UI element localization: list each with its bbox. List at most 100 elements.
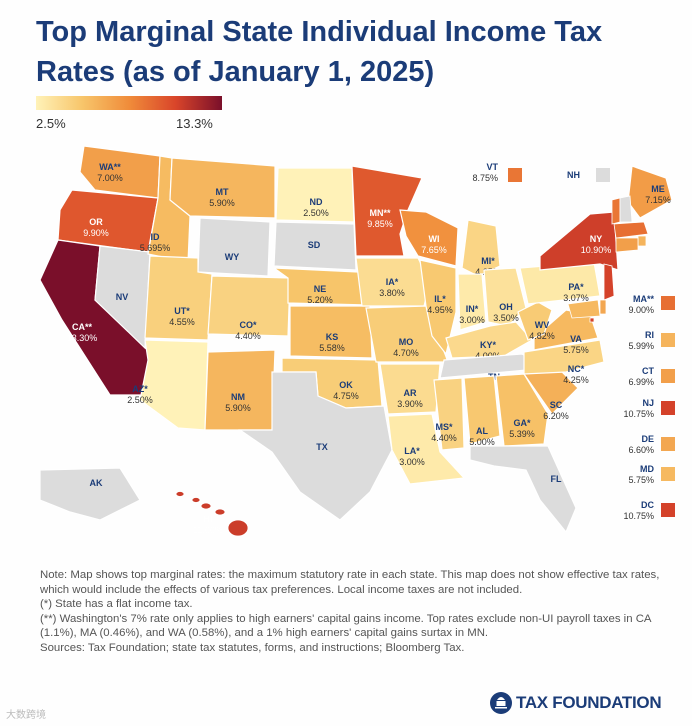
state-hi-island-shape: [175, 491, 185, 497]
legend-swatch-de: [661, 437, 675, 451]
state-ne-shape: [271, 267, 369, 306]
state-ak-shape: [39, 467, 141, 521]
state-ms-shape: [433, 377, 465, 451]
northeast-state-de: DE6.60%: [599, 299, 675, 455]
state-rate: 3.00%: [399, 457, 425, 467]
state-rate: 5.90%: [225, 403, 251, 413]
state-ri-shape: [637, 235, 647, 247]
state-hi-island-shape: [200, 502, 212, 510]
state-label: NC*: [568, 364, 585, 374]
state-hi-island-shape: [214, 508, 226, 516]
state-rate: 3.00%: [459, 315, 485, 325]
state-label: MT: [216, 187, 229, 197]
state-rate: 5.90%: [209, 198, 235, 208]
state-rate: 3.90%: [397, 399, 423, 409]
state-label: OH: [499, 302, 513, 312]
state-ut: UT*4.55%: [144, 255, 213, 341]
state-rate: 5.58%: [319, 343, 345, 353]
state-nm: NM5.90%: [204, 349, 276, 431]
northeast-state-label: DE: [641, 434, 654, 444]
state-ar-shape: [379, 363, 441, 415]
state-rate: 4.40%: [235, 331, 261, 341]
state-ks: KS5.58%: [289, 305, 373, 359]
state-me: ME7.15%: [627, 165, 673, 219]
northeast-state-rate: 8.75%: [472, 173, 498, 183]
state-label: ME: [651, 184, 665, 194]
state-wv: WV4.82%: [517, 301, 555, 341]
state-label: NY: [590, 234, 603, 244]
northeast-state-nh: NH: [567, 168, 633, 223]
state-oh: OH3.50%: [483, 267, 527, 327]
state-ak: AK: [39, 467, 141, 521]
state-rate: 4.95%: [427, 305, 453, 315]
state-ne: NE5.20%: [271, 267, 369, 306]
legend-min-label: 2.5%: [36, 116, 66, 131]
northeast-state-label: VT: [486, 162, 498, 172]
state-ar: AR3.90%: [379, 363, 441, 415]
northeast-state-label: NJ: [642, 398, 654, 408]
northeast-state-ct: CT6.99%: [615, 237, 675, 387]
state-label: IL*: [434, 294, 446, 304]
state-rate: 5.695%: [140, 243, 171, 253]
northeast-state-label: MA**: [633, 294, 654, 304]
state-label: ND: [310, 197, 323, 207]
state-label: CO*: [239, 320, 257, 330]
state-label: KY*: [480, 340, 497, 350]
state-me-shape: [627, 165, 673, 219]
state-in: IN*3.00%: [457, 273, 487, 331]
state-label: IN*: [466, 304, 479, 314]
northeast-state-label: CT: [642, 366, 654, 376]
state-label: MI*: [481, 256, 495, 266]
state-la-shape: [387, 413, 466, 485]
state-ks-shape: [289, 305, 373, 359]
state-hi-island-shape: [227, 519, 249, 537]
state-rate: 6.20%: [543, 411, 569, 421]
state-co: CO*4.40%: [207, 275, 291, 341]
northeast-state-rate: 5.75%: [628, 475, 654, 485]
state-wi-shape: [399, 209, 459, 267]
state-label: FL: [551, 474, 562, 484]
state-rate: 9.90%: [83, 228, 109, 238]
state-wy: WY: [197, 217, 271, 277]
state-ga: GA*5.39%: [495, 373, 549, 447]
legend-swatch-nh: [596, 168, 610, 182]
state-nv: NV: [94, 245, 151, 350]
state-label: WV: [535, 320, 550, 330]
state-wi: WI7.65%: [399, 209, 459, 267]
state-ma-shape: [613, 221, 649, 239]
watermark-text: 大数跨境: [6, 710, 46, 721]
legend-swatch-md: [661, 467, 675, 481]
state-sd: SD: [273, 221, 357, 271]
state-sd-shape: [273, 221, 357, 271]
state-oh-shape: [483, 267, 527, 327]
legend-swatch-dc: [661, 503, 675, 517]
legend-swatch-ct: [661, 369, 675, 383]
legend-swatch-nj: [661, 401, 675, 415]
state-rate: 4.55%: [169, 317, 195, 327]
state-mi: MI*4.25%: [461, 219, 501, 277]
state-label: PA*: [568, 282, 584, 292]
state-tx: TX: [238, 371, 393, 521]
northeast-state-rate: 10.75%: [623, 511, 654, 521]
building-dome-icon: [490, 692, 512, 714]
state-nc-shape: [523, 339, 605, 375]
northeast-state-rate: 9.00%: [628, 305, 654, 315]
northeast-state-vt: VT8.75%: [472, 162, 621, 225]
state-mt-shape: [169, 157, 276, 219]
us-income-tax-map: WA**7.00%OR9.90%CA**13.30%NVID5.695%MT5.…: [39, 145, 675, 537]
exclusions-note: (**) Washington's 7% rate only applies t…: [40, 612, 651, 640]
state-az: AZ*2.50%: [127, 339, 209, 431]
state-label: ID: [151, 232, 161, 242]
state-label: NV: [116, 292, 129, 302]
state-ut-shape: [144, 255, 213, 341]
sources-note: Sources: Tax Foundation; state tax statu…: [40, 641, 465, 654]
page-title: Top Marginal State Individual Income Tax…: [36, 16, 603, 88]
state-nd: ND2.50%: [275, 167, 355, 223]
state-co-shape: [207, 275, 291, 337]
state-in-shape: [457, 273, 487, 331]
state-label: UT*: [174, 306, 190, 316]
state-ky: KY*4.00%: [445, 321, 533, 361]
legend-swatch-vt: [508, 168, 522, 182]
